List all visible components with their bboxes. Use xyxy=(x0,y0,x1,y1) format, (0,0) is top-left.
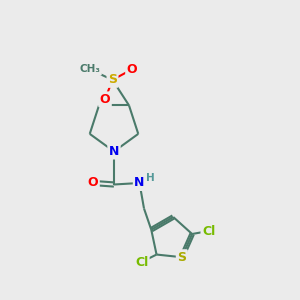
Text: Cl: Cl xyxy=(202,224,215,238)
Text: S: S xyxy=(177,251,186,264)
Text: H: H xyxy=(146,172,154,183)
Text: CH₃: CH₃ xyxy=(80,64,100,74)
Text: N: N xyxy=(109,145,119,158)
Text: O: O xyxy=(88,176,98,190)
Text: O: O xyxy=(127,63,137,76)
Text: O: O xyxy=(100,93,110,106)
Text: S: S xyxy=(108,74,117,86)
Text: Cl: Cl xyxy=(135,256,148,268)
Text: N: N xyxy=(134,176,145,190)
